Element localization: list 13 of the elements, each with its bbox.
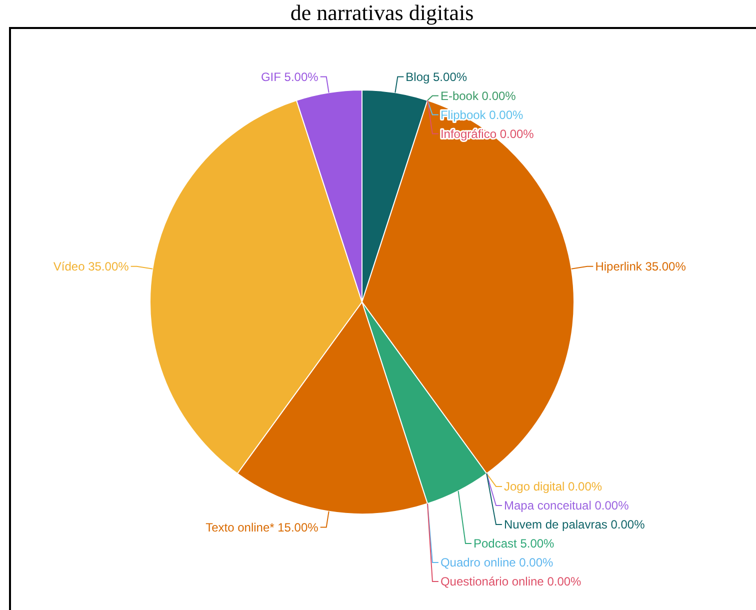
category-label: Nuvem de palavras 0.00% (504, 518, 645, 532)
category-label: Mapa conceitual 0.00% (504, 498, 629, 513)
slice-label: Blog 5.00% (406, 70, 468, 84)
slice-label: GIF 5.00% (260, 70, 319, 84)
chart-title: de narrativas digitais (290, 0, 474, 25)
slice-label: Texto online* 15.00% (206, 520, 319, 534)
slice-label: Podcast 5.00% (474, 536, 555, 551)
slice-label: Vídeo 35.00% (53, 260, 130, 274)
legend-label: Jogo digital 0.00% (504, 480, 602, 494)
slice-label: Hiperlink 35.00% (595, 260, 686, 274)
category-label: Questionário online 0.00% (440, 574, 582, 589)
category-label: Quadro online 0.00% (440, 556, 554, 570)
legend-label: E-book 0.00% (440, 89, 516, 104)
